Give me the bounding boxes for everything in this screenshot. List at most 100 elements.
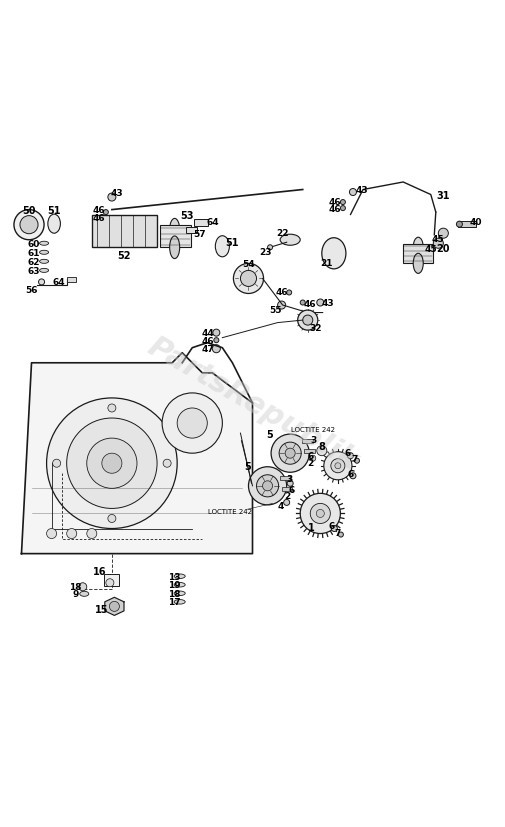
Ellipse shape [39, 251, 48, 255]
Text: 56: 56 [25, 286, 38, 295]
Text: LOCTITE 242: LOCTITE 242 [208, 509, 252, 514]
Circle shape [108, 194, 116, 202]
Circle shape [212, 346, 220, 353]
Circle shape [302, 316, 313, 326]
Text: 18: 18 [70, 582, 82, 591]
Circle shape [340, 206, 345, 212]
Circle shape [300, 301, 305, 306]
Text: 4: 4 [277, 501, 284, 510]
Text: 6: 6 [329, 522, 335, 531]
Text: 17: 17 [168, 598, 181, 606]
Circle shape [338, 533, 343, 538]
Text: 43: 43 [322, 299, 334, 308]
Text: 61: 61 [28, 248, 40, 257]
Polygon shape [105, 598, 124, 615]
Text: 5: 5 [267, 429, 273, 440]
Text: 46: 46 [275, 288, 288, 297]
Ellipse shape [174, 600, 185, 605]
Circle shape [331, 526, 337, 532]
Text: 19: 19 [168, 581, 181, 590]
Circle shape [102, 454, 122, 474]
Circle shape [457, 222, 463, 228]
Text: 7: 7 [335, 528, 341, 537]
Bar [403, 245, 433, 264]
Bar [280, 476, 290, 480]
Ellipse shape [174, 574, 185, 579]
Text: 6: 6 [347, 469, 354, 478]
Text: 50: 50 [22, 205, 36, 215]
Ellipse shape [174, 591, 185, 595]
Circle shape [355, 459, 360, 464]
Circle shape [248, 467, 287, 505]
Circle shape [110, 601, 119, 612]
Text: 45: 45 [425, 245, 438, 253]
Text: 22: 22 [276, 228, 289, 237]
Text: 43: 43 [111, 189, 123, 198]
Ellipse shape [174, 583, 185, 587]
Circle shape [213, 330, 220, 337]
Text: 64: 64 [53, 278, 66, 287]
Circle shape [263, 481, 273, 491]
Text: 15: 15 [95, 605, 109, 614]
Text: PartsRepublik: PartsRepublik [142, 332, 363, 476]
Circle shape [279, 442, 301, 465]
Text: 3: 3 [311, 435, 317, 444]
Ellipse shape [39, 269, 48, 273]
Text: 2: 2 [284, 492, 291, 501]
Circle shape [316, 509, 324, 518]
Circle shape [108, 404, 116, 413]
Text: 6: 6 [307, 452, 314, 461]
Circle shape [300, 494, 340, 534]
Circle shape [163, 460, 171, 468]
Circle shape [310, 456, 316, 461]
Ellipse shape [170, 219, 180, 241]
Text: 64: 64 [206, 218, 219, 227]
Text: 43: 43 [356, 186, 368, 195]
Circle shape [46, 529, 57, 539]
Ellipse shape [215, 237, 229, 257]
Bar [282, 488, 292, 492]
Circle shape [214, 338, 219, 343]
Text: 60: 60 [28, 240, 40, 248]
Text: 46: 46 [329, 198, 342, 206]
Circle shape [287, 480, 293, 487]
Bar [186, 228, 197, 234]
Ellipse shape [322, 238, 346, 270]
Text: 8: 8 [318, 441, 325, 451]
Polygon shape [22, 353, 252, 554]
Text: 57: 57 [193, 229, 206, 238]
Text: 46: 46 [93, 206, 106, 215]
Circle shape [438, 229, 448, 239]
Text: 16: 16 [93, 566, 107, 576]
Circle shape [233, 264, 264, 294]
Text: 51: 51 [226, 238, 239, 248]
Text: 21: 21 [321, 259, 333, 267]
Circle shape [14, 210, 44, 241]
Ellipse shape [170, 237, 180, 259]
Text: 46: 46 [304, 299, 317, 308]
Bar [304, 449, 315, 453]
Circle shape [104, 217, 109, 222]
Text: 40: 40 [470, 218, 482, 227]
Text: 2: 2 [307, 458, 314, 467]
Circle shape [46, 399, 177, 529]
Circle shape [340, 200, 345, 205]
Circle shape [177, 409, 207, 438]
Circle shape [67, 529, 77, 539]
Circle shape [347, 453, 354, 459]
Circle shape [271, 434, 309, 473]
Circle shape [268, 246, 273, 251]
Circle shape [298, 311, 318, 331]
Ellipse shape [39, 242, 48, 246]
Circle shape [106, 579, 114, 587]
Text: 5: 5 [244, 461, 251, 471]
Circle shape [53, 460, 61, 468]
Text: 32: 32 [309, 323, 322, 332]
Text: 46: 46 [93, 213, 106, 222]
Ellipse shape [39, 260, 48, 264]
Text: 18: 18 [168, 589, 181, 598]
Text: 20: 20 [437, 244, 450, 254]
Bar [160, 226, 191, 248]
Text: 13: 13 [168, 572, 181, 581]
Circle shape [350, 473, 356, 479]
